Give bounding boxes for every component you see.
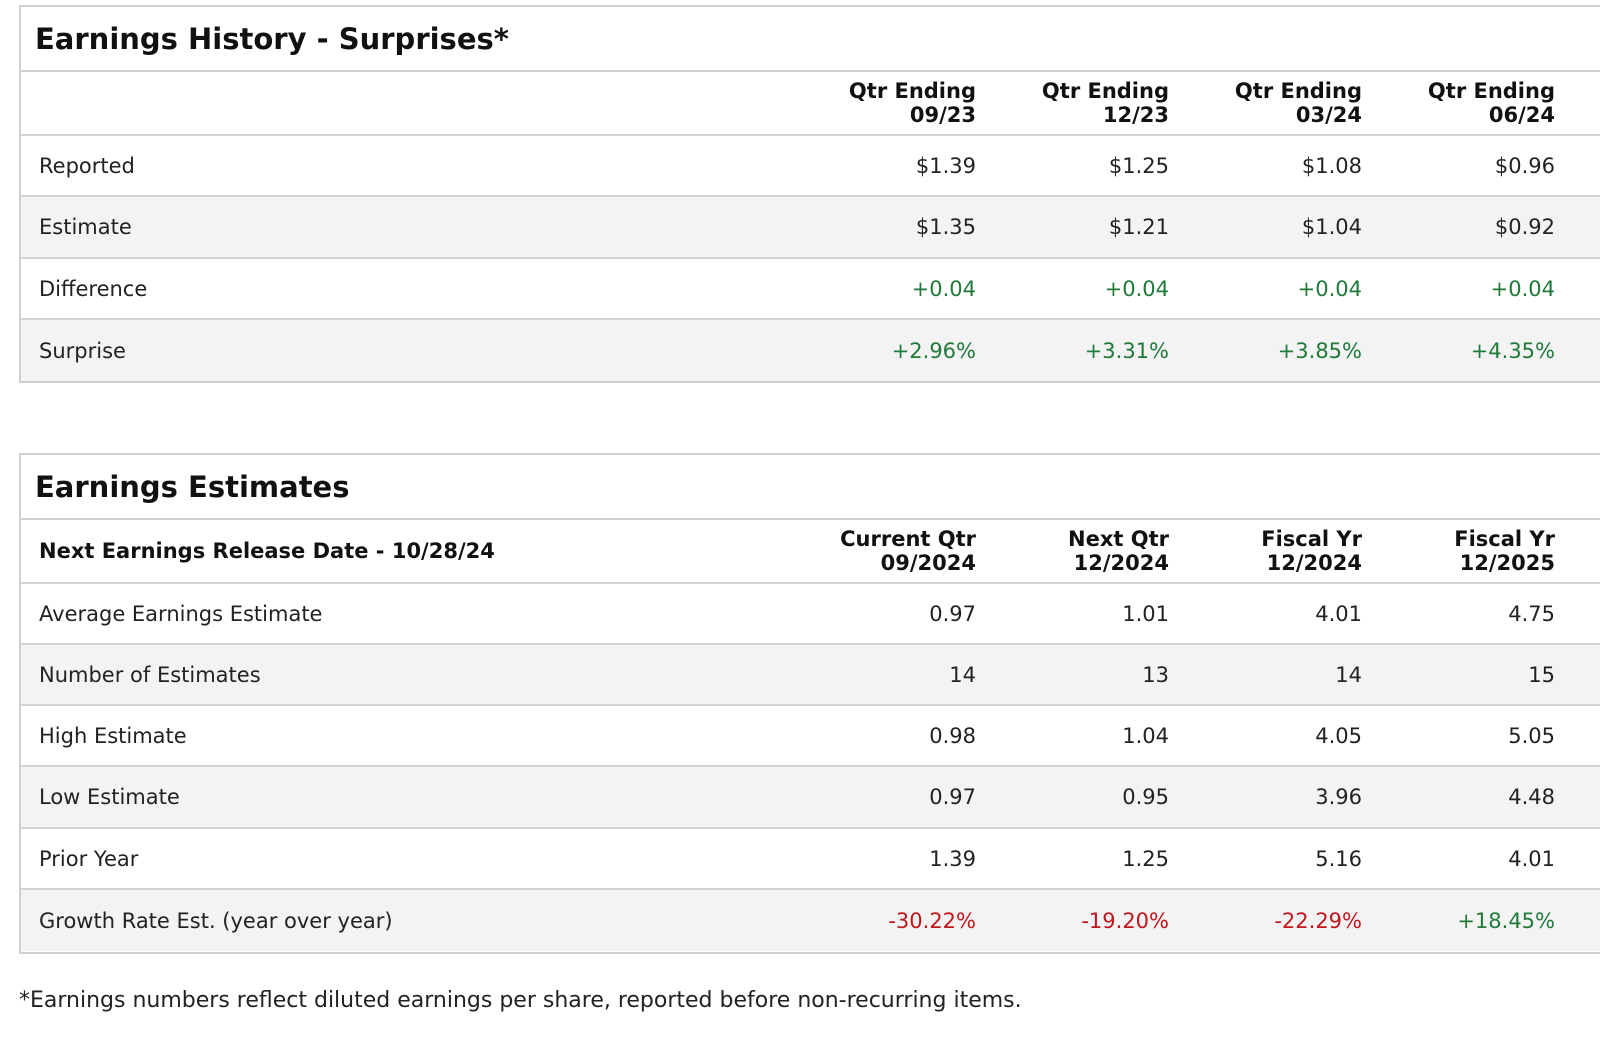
table-cell: 4.01: [1315, 601, 1362, 626]
table-row-difference: Difference +0.04 +0.04 +0.04 +0.04: [21, 259, 1600, 320]
column-header: Qtr Ending 09/23: [848, 79, 976, 127]
column-header: Fiscal Yr 12/2025: [1454, 527, 1555, 575]
earnings-history-title: Earnings History - Surprises*: [21, 7, 1600, 72]
column-header: Qtr Ending 12/23: [1041, 79, 1169, 127]
table-cell: 0.97: [929, 785, 976, 809]
table-cell: -30.22%: [888, 908, 976, 933]
table-cell: $0.92: [1494, 215, 1555, 239]
row-label: Prior Year: [39, 846, 139, 871]
table-cell: $1.08: [1301, 153, 1362, 178]
table-cell: +18.45%: [1457, 908, 1555, 933]
table-row-reported: Reported $1.39 $1.25 $1.08 $0.96: [21, 136, 1600, 197]
table-row-average-estimate: Average Earnings Estimate 0.97 1.01 4.01…: [21, 584, 1600, 645]
table-cell: 1.01: [1122, 601, 1169, 626]
table-cell: +0.04: [1104, 276, 1169, 301]
table-cell: 3.96: [1315, 785, 1362, 809]
table-cell: 4.01: [1508, 846, 1555, 871]
table-cell: 1.04: [1122, 723, 1169, 748]
row-label: High Estimate: [39, 723, 187, 748]
table-cell: +3.85%: [1277, 338, 1362, 363]
row-label: Growth Rate Est. (year over year): [39, 908, 393, 933]
table-cell: 5.16: [1315, 846, 1362, 871]
table-cell: +2.96%: [891, 338, 976, 363]
table-cell: 15: [1528, 662, 1555, 687]
earnings-estimates-title: Earnings Estimates: [21, 455, 1600, 520]
next-release-date-label: Next Earnings Release Date - 10/28/24: [39, 539, 495, 563]
earnings-estimates-panel: Earnings Estimates Next Earnings Release…: [19, 453, 1600, 954]
table-cell: 5.05: [1508, 723, 1555, 748]
table-row-surprise: Surprise +2.96% +3.31% +3.85% +4.35%: [21, 320, 1600, 381]
table-cell: 14: [1335, 662, 1362, 687]
row-label: Surprise: [39, 338, 126, 363]
table-cell: 0.97: [929, 601, 976, 626]
row-label: Average Earnings Estimate: [39, 601, 323, 626]
table-row-growth-rate: Growth Rate Est. (year over year) -30.22…: [21, 890, 1600, 951]
table-row-estimate: Estimate $1.35 $1.21 $1.04 $0.92: [21, 197, 1600, 259]
table-row-high-estimate: High Estimate 0.98 1.04 4.05 5.05: [21, 706, 1600, 767]
column-header: Current Qtr 09/2024: [840, 527, 976, 575]
earnings-history-panel: Earnings History - Surprises* Qtr Ending…: [19, 5, 1600, 383]
table-row-low-estimate: Low Estimate 0.97 0.95 3.96 4.48: [21, 767, 1600, 829]
table-cell: $1.25: [1108, 153, 1169, 178]
table-cell: $1.39: [915, 153, 976, 178]
footnote: *Earnings numbers reflect diluted earnin…: [19, 988, 1022, 1013]
table-cell: +4.35%: [1470, 338, 1555, 363]
row-label: Number of Estimates: [39, 662, 261, 687]
table-cell: $1.21: [1108, 215, 1169, 239]
table-row-prior-year: Prior Year 1.39 1.25 5.16 4.01: [21, 829, 1600, 890]
table-cell: 1.39: [929, 846, 976, 871]
table-cell: 0.98: [929, 723, 976, 748]
earnings-history-header-row: Qtr Ending 09/23 Qtr Ending 12/23 Qtr Endi…: [21, 72, 1600, 136]
column-header: Fiscal Yr 12/2024: [1261, 527, 1362, 575]
table-cell: +3.31%: [1084, 338, 1169, 363]
table-row-number-of-estimates: Number of Estimates 14 13 14 15: [21, 645, 1600, 706]
row-label: Low Estimate: [39, 785, 180, 809]
table-cell: +0.04: [1490, 276, 1555, 301]
table-cell: 14: [949, 662, 976, 687]
table-cell: +0.04: [911, 276, 976, 301]
column-header: Next Qtr 12/2024: [1068, 527, 1169, 575]
table-cell: 4.05: [1315, 723, 1362, 748]
row-label: Difference: [39, 276, 148, 301]
table-cell: 1.25: [1122, 846, 1169, 871]
table-cell: 13: [1142, 662, 1169, 687]
table-cell: 4.75: [1508, 601, 1555, 626]
table-cell: $1.04: [1301, 215, 1362, 239]
row-label: Reported: [39, 153, 135, 178]
table-cell: 4.48: [1508, 785, 1555, 809]
column-header: Qtr Ending 06/24: [1427, 79, 1555, 127]
column-header: Qtr Ending 03/24: [1234, 79, 1362, 127]
earnings-estimates-header-row: Next Earnings Release Date - 10/28/24 Cu…: [21, 520, 1600, 584]
table-cell: +0.04: [1297, 276, 1362, 301]
table-cell: $0.96: [1494, 153, 1555, 178]
table-cell: -22.29%: [1274, 908, 1362, 933]
table-cell: -19.20%: [1081, 908, 1169, 933]
row-label: Estimate: [39, 215, 132, 239]
table-cell: $1.35: [915, 215, 976, 239]
table-cell: 0.95: [1122, 785, 1169, 809]
